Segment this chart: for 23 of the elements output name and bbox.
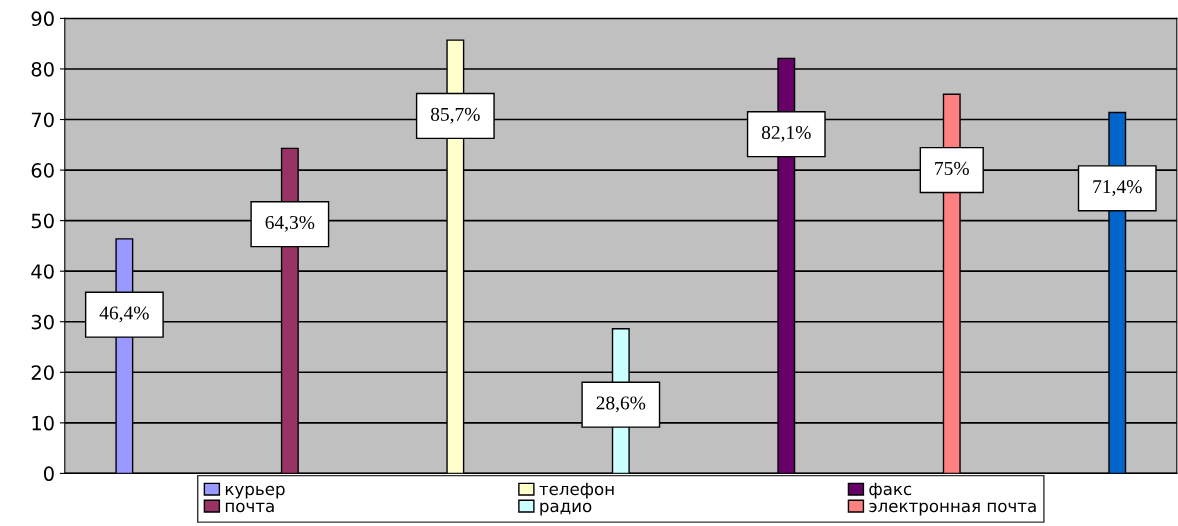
y-tick-label: 0	[43, 466, 54, 482]
data-label: 85,7%	[430, 107, 480, 124]
legend-label: почта	[225, 502, 274, 513]
y-tick-label: 40	[31, 264, 54, 279]
data-label: 46,4%	[99, 306, 149, 323]
y-tick-label: 20	[31, 365, 54, 380]
y-tick-label: 70	[31, 112, 54, 128]
legend-label: телефон	[539, 482, 614, 499]
legend-label: электронная почта	[869, 502, 1036, 516]
y-tick-label: 80	[31, 61, 54, 77]
y-tick-label: 10	[32, 415, 54, 431]
legend-label: курьер	[225, 485, 285, 499]
y-tick-label: 60	[31, 163, 54, 178]
data-label: 82,1%	[761, 125, 811, 142]
data-label: 28,6%	[596, 396, 646, 413]
y-tick-label: 50	[31, 213, 54, 229]
y-tick-label: 90	[31, 11, 54, 27]
data-label: 71,4%	[1093, 180, 1142, 196]
data-label: 75%	[935, 161, 969, 175]
y-tick-label: 30	[31, 314, 54, 330]
legend-label: радио	[540, 502, 592, 516]
data-label: 64,3%	[265, 215, 315, 232]
legend-label: факс	[869, 482, 912, 499]
